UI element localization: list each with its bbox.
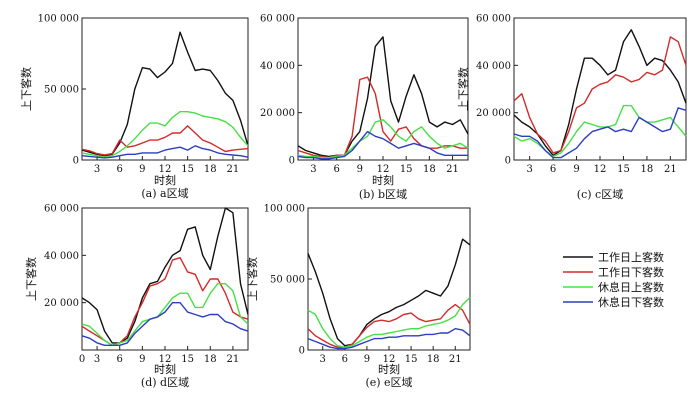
y-axis-label: 上下客数 <box>24 257 38 301</box>
y-axis-label: 上下客数 <box>19 67 33 111</box>
x-tick-label: 12 <box>377 164 390 175</box>
y-tick-label: 60 000 <box>44 204 79 215</box>
y-tick-label: 60 000 <box>476 14 511 25</box>
x-tick-label: 18 <box>641 164 654 175</box>
y-tick-label: 40 000 <box>44 251 79 262</box>
series-line <box>297 119 469 159</box>
y-tick-label: 50 000 <box>270 275 305 286</box>
y-tick-label: 20 000 <box>476 108 511 119</box>
x-axis-label: 时刻 <box>378 362 400 376</box>
chart-caption: (c) c区域 <box>577 188 623 201</box>
y-tick-label: 100 000 <box>38 14 79 25</box>
y-tick-label: 60 000 <box>260 14 295 25</box>
series-line <box>307 303 471 348</box>
x-tick-label: 18 <box>423 164 436 175</box>
y-tick-label: 0 <box>73 156 79 167</box>
chart-panel: 0 20 000 40 000 60 000 3 6 9 12 15 18 21 时刻(b) b区域 <box>260 14 469 201</box>
x-tick-label: 18 <box>204 164 217 175</box>
x-tick-label: 12 <box>383 354 396 365</box>
chart-panel: 0 20 000 40 000 60 000 3 6 9 12 15 18 21 上下客数 (c) c区… <box>456 14 687 201</box>
x-tick-label: 3 <box>320 354 326 365</box>
chart-caption: (b) b区域 <box>359 188 407 201</box>
series-line <box>81 110 249 158</box>
series-line <box>513 36 687 154</box>
x-tick-label: 15 <box>405 354 418 365</box>
y-tick-label: 0 <box>505 156 511 167</box>
legend-label: 休息日上客数 <box>598 280 664 294</box>
legend-label: 工作日下客数 <box>598 265 664 279</box>
series-line <box>297 130 468 160</box>
chart-caption: (e) e区域 <box>365 376 412 389</box>
x-tick-label: 6 <box>117 354 123 365</box>
x-tick-label: 9 <box>139 164 145 175</box>
x-tick-label: 15 <box>617 164 630 175</box>
y-axis-label: 上下客数 <box>456 67 470 111</box>
x-axis-label: 时刻 <box>154 362 176 376</box>
x-tick-label: 15 <box>181 164 194 175</box>
series-line <box>81 207 249 344</box>
legend-label: 休息日下客数 <box>598 295 664 309</box>
x-tick-label: 9 <box>357 164 363 175</box>
x-axis-label: 时刻 <box>154 173 176 187</box>
x-tick-label: 12 <box>594 164 607 175</box>
x-tick-label: 21 <box>227 354 240 365</box>
series-line <box>513 29 687 157</box>
x-tick-label: 21 <box>446 164 459 175</box>
x-tick-label: 18 <box>427 354 440 365</box>
x-tick-label: 0 <box>79 354 85 365</box>
y-tick-label: 100 000 <box>264 204 305 215</box>
series-line <box>81 302 249 346</box>
y-tick-label: 0 <box>299 346 305 357</box>
x-tick-label: 3 <box>94 164 100 175</box>
series-line <box>307 328 471 350</box>
x-tick-label: 3 <box>310 164 316 175</box>
x-tick-label: 6 <box>342 354 348 365</box>
chart-caption: (d) d区域 <box>141 376 189 389</box>
y-axis-label: 上下客数 <box>245 257 259 301</box>
y-tick-label: 0 <box>289 156 295 167</box>
series-line <box>513 107 687 159</box>
x-tick-label: 9 <box>573 164 579 175</box>
x-axis-label: 时刻 <box>372 173 394 187</box>
y-tick-label: 40 000 <box>260 61 295 72</box>
x-tick-label: 15 <box>181 354 194 365</box>
x-tick-label: 9 <box>139 354 145 365</box>
x-tick-label: 21 <box>227 164 240 175</box>
series-line <box>81 145 249 159</box>
x-tick-label: 18 <box>204 354 217 365</box>
x-tick-label: 6 <box>550 164 556 175</box>
legend-label: 工作日上客数 <box>598 250 664 264</box>
series-line <box>81 257 249 346</box>
x-tick-label: 15 <box>400 164 413 175</box>
y-tick-label: 40 000 <box>476 61 511 72</box>
y-tick-label: 20 000 <box>44 298 79 309</box>
x-tick-label: 21 <box>449 354 462 365</box>
x-tick-label: 21 <box>664 164 677 175</box>
plot-frame <box>307 207 471 351</box>
chart-panel: 20 000 40 000 60 000 0 3 6 9 12 15 18 21 上下客数时刻(d) … <box>24 204 249 389</box>
x-tick-label: 3 <box>526 164 532 175</box>
series-line <box>81 283 249 346</box>
series-line <box>307 296 471 348</box>
series-line <box>297 76 468 159</box>
y-tick-label: 50 000 <box>44 85 79 96</box>
x-tick-label: 3 <box>94 354 100 365</box>
x-tick-label: 12 <box>159 164 172 175</box>
x-tick-label: 6 <box>333 164 339 175</box>
x-tick-label: 9 <box>364 354 370 365</box>
y-tick-label: 20 000 <box>260 108 295 119</box>
series-line <box>297 36 469 158</box>
x-tick-label: 6 <box>117 164 123 175</box>
series-line <box>81 125 249 156</box>
series-line <box>307 238 471 347</box>
chart-caption: (a) a区域 <box>141 187 188 200</box>
x-tick-label: 12 <box>159 354 172 365</box>
